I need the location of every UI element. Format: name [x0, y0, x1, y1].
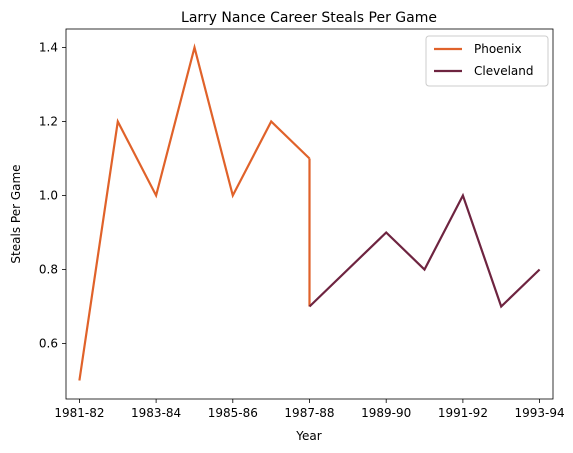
y-tick-label: 1.4	[39, 41, 58, 55]
x-tick-label: 1981-82	[54, 406, 104, 420]
y-axis: 0.6 0.8 1.0 1.2 1.4	[39, 41, 66, 351]
legend: Phoenix Cleveland	[425, 35, 549, 87]
chart-title: Larry Nance Career Steals Per Game	[181, 10, 437, 26]
x-axis-label: Year	[295, 429, 321, 443]
x-axis: 1981-82 1983-84 1985-86 1987-88 1989-90 1991-…	[54, 399, 565, 420]
legend-label-phoenix: Phoenix	[474, 42, 522, 56]
x-tick-label: 1989-90	[361, 406, 411, 420]
y-tick-label: 0.8	[39, 263, 58, 277]
y-tick-label: 0.6	[39, 337, 58, 351]
x-tick-label: 1987-88	[284, 406, 334, 420]
legend-label-cleveland: Cleveland	[474, 64, 534, 78]
y-axis-label: Steals Per Game	[9, 164, 23, 263]
y-tick-label: 1.0	[39, 189, 58, 203]
x-tick-label: 1991-92	[438, 406, 488, 420]
series-line-cleveland	[308, 192, 541, 309]
series-line-phoenix	[78, 43, 311, 381]
x-tick-label: 1993-94	[515, 406, 565, 420]
series-layer	[78, 43, 541, 381]
x-tick-label: 1983-84	[131, 406, 181, 420]
y-tick-label: 1.2	[39, 115, 58, 129]
x-tick-label: 1985-86	[208, 406, 258, 420]
